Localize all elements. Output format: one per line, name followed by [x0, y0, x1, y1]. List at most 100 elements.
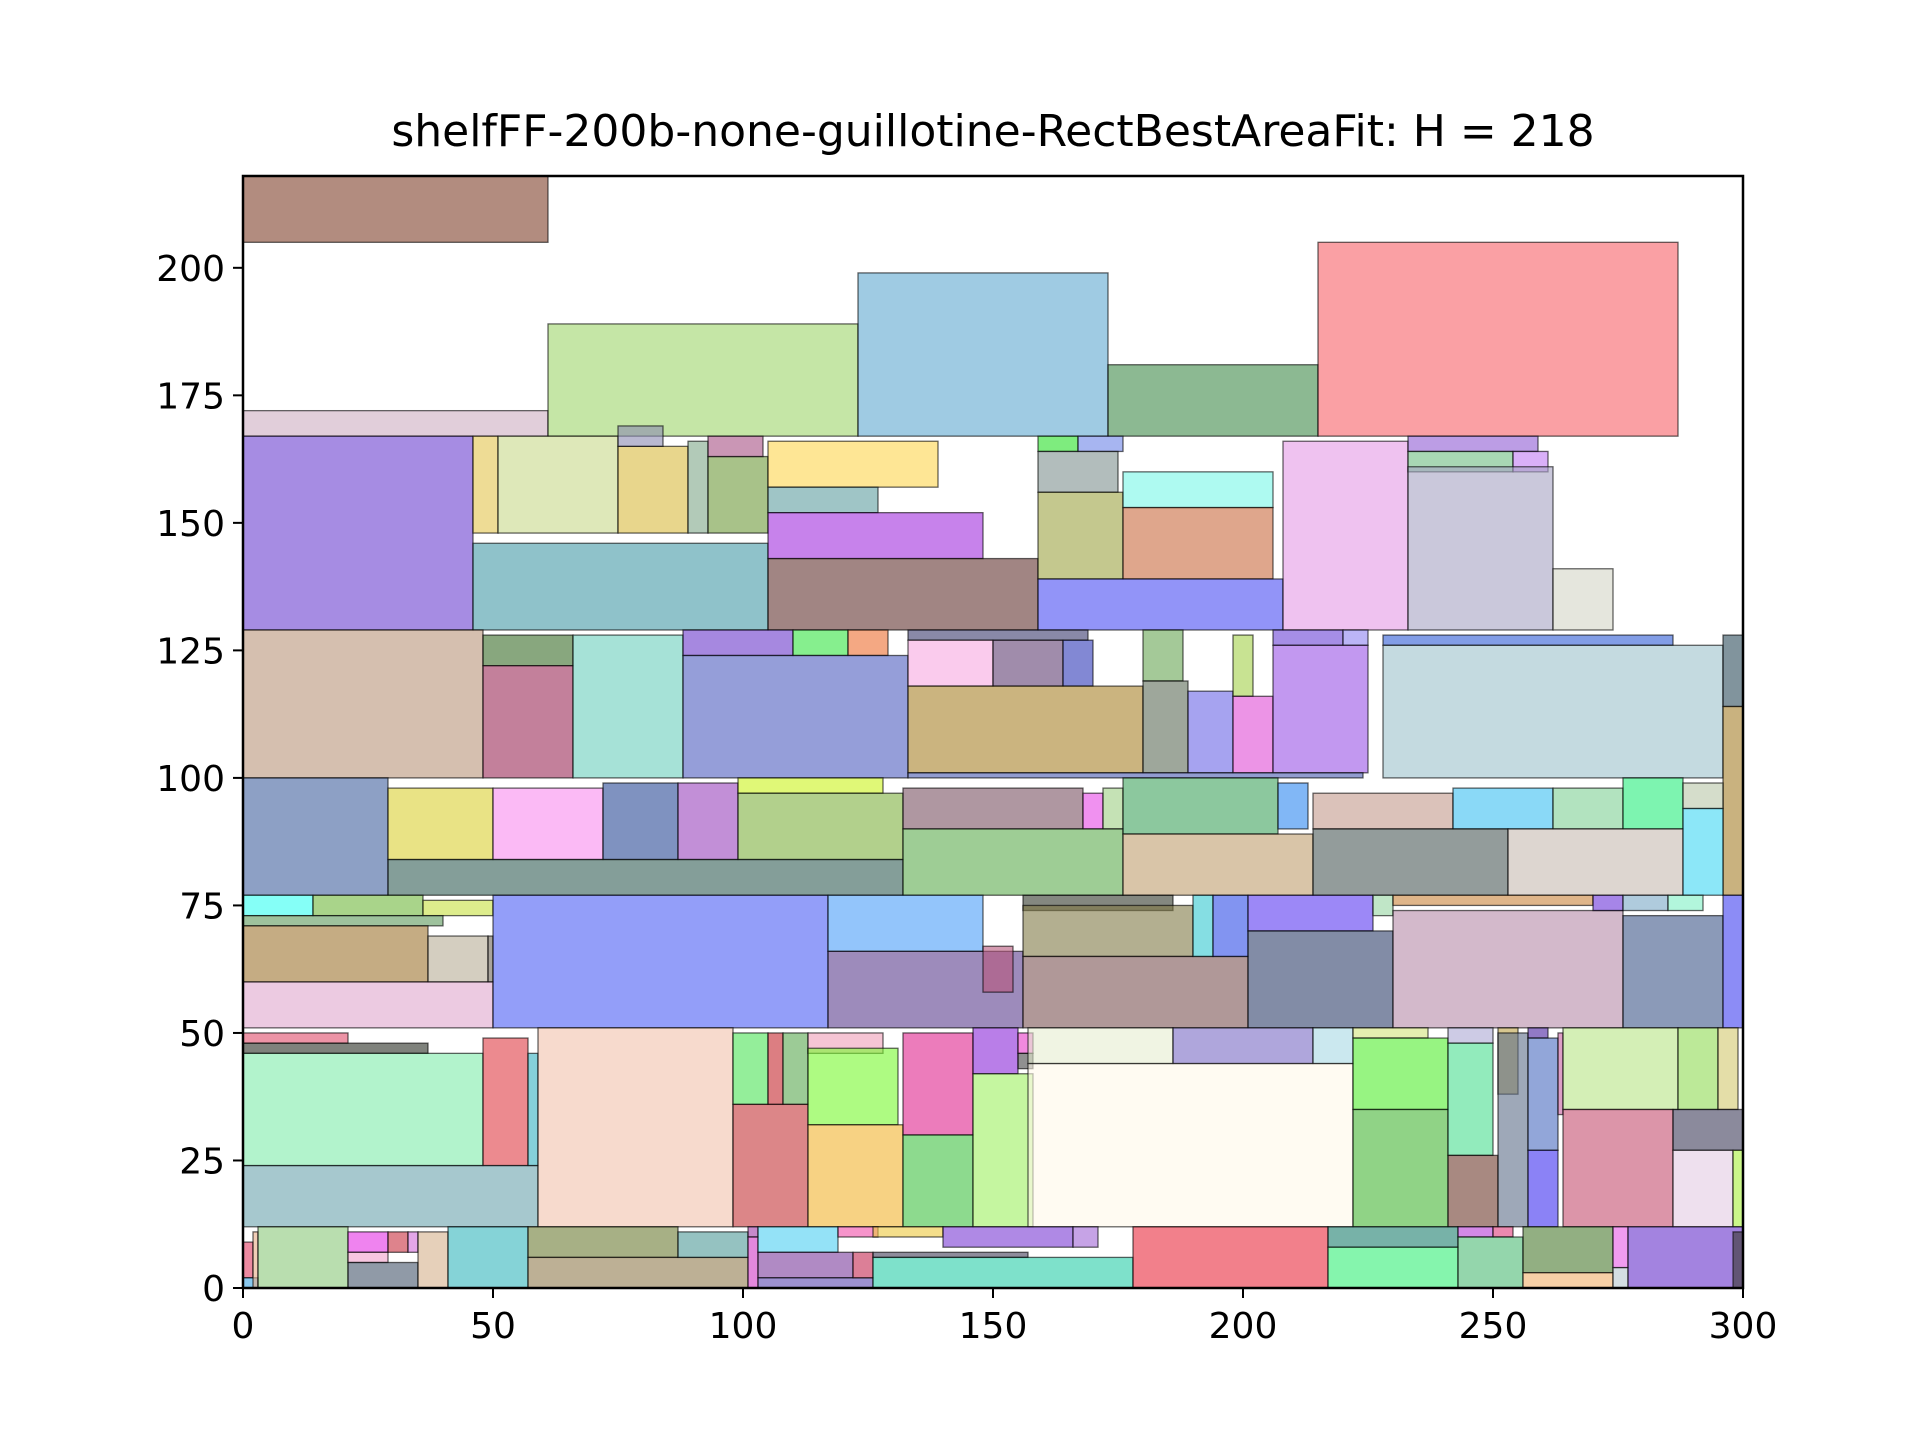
- packed-rect-101: [1372, 894, 1394, 917]
- packed-rect-31: [1407, 466, 1554, 631]
- packed-rect-90: [492, 894, 829, 1029]
- packed-rect-2: [242, 409, 549, 437]
- packed-rect-75: [1452, 787, 1554, 830]
- packed-rect-79: [1312, 828, 1509, 896]
- packed-rect-182: [1492, 1226, 1514, 1238]
- x-tick-label-50: 50: [470, 1306, 516, 1347]
- packed-rect-177: [1072, 1226, 1099, 1248]
- packed-rect-96: [1022, 955, 1249, 1029]
- y-tick-label-100: 100: [156, 759, 225, 800]
- plot-area: [242, 175, 1744, 1289]
- packed-rect-178: [1132, 1226, 1329, 1289]
- packed-rect-143: [1527, 1149, 1559, 1228]
- packed-rect-19: [767, 557, 1039, 631]
- y-tick-label-200: 200: [156, 249, 225, 290]
- packed-rect-50: [1232, 695, 1274, 774]
- packed-rect-145: [1562, 1027, 1679, 1111]
- packed-rect-186: [1612, 1226, 1629, 1269]
- packed-rect-115: [537, 1027, 734, 1228]
- packed-rect-84: [422, 899, 494, 917]
- packed-rect-49: [1232, 634, 1254, 697]
- y-axis: 0 25 50 75 100 125 150 175 200: [156, 249, 243, 1310]
- packed-rect-43: [992, 639, 1064, 687]
- packed-rect-128: [972, 1073, 1034, 1228]
- packed-rect-65: [737, 792, 904, 861]
- packed-rect-98: [1212, 894, 1249, 958]
- packed-rect-8: [472, 435, 499, 534]
- packed-rect-171: [837, 1226, 879, 1238]
- packed-rect-144: [1557, 1032, 1564, 1116]
- packed-rect-132: [1027, 1062, 1354, 1228]
- packed-rect-100: [1247, 930, 1394, 1029]
- packed-rect-11: [617, 425, 664, 447]
- packed-rect-180: [1327, 1246, 1459, 1289]
- packed-rect-23: [1037, 491, 1124, 580]
- packed-rect-125: [972, 1027, 1019, 1075]
- packed-rect-181: [1457, 1226, 1494, 1238]
- y-tick-label-50: 50: [179, 1014, 225, 1055]
- packed-rect-189: [1732, 1231, 1744, 1289]
- packed-rect-47: [1142, 680, 1189, 774]
- packed-rect-76: [1552, 787, 1624, 830]
- packed-rect-87: [427, 935, 489, 983]
- packed-rect-148: [1562, 1108, 1674, 1228]
- packed-rect-63: [677, 782, 739, 861]
- packed-rect-141: [1527, 1027, 1549, 1039]
- packed-rect-21: [1077, 435, 1124, 453]
- packed-rect-140: [1497, 1032, 1529, 1228]
- packed-rect-129: [1027, 1027, 1174, 1065]
- packed-rect-81: [1682, 807, 1724, 896]
- packed-rect-38: [792, 629, 849, 657]
- packed-rect-104: [1592, 894, 1624, 912]
- packed-rect-136: [1447, 1027, 1494, 1044]
- packed-rect-107: [1622, 914, 1724, 1029]
- packed-rect-68: [1082, 792, 1104, 830]
- packed-rect-112: [482, 1037, 529, 1167]
- y-tick-label-75: 75: [179, 886, 225, 927]
- packed-rect-158: [387, 1231, 409, 1253]
- packed-rect-131: [1312, 1027, 1354, 1065]
- chart-title: shelfFF-200b-none-guillotine-RectBestAre…: [391, 106, 1594, 157]
- packed-rect-113: [527, 1052, 539, 1167]
- packed-rect-165: [677, 1231, 749, 1259]
- packed-rect-162: [447, 1226, 529, 1289]
- packed-rect-146: [1677, 1027, 1719, 1111]
- packed-rect-168: [757, 1226, 839, 1253]
- packed-rect-7: [242, 435, 474, 631]
- packed-rect-108: [1722, 894, 1744, 1029]
- packed-rect-157: [347, 1251, 389, 1264]
- packed-rect-3: [547, 323, 859, 437]
- packed-rect-22: [1037, 450, 1119, 493]
- packed-rect-18: [767, 512, 984, 560]
- packed-rect-110: [242, 1042, 429, 1055]
- packed-rect-119: [732, 1103, 809, 1228]
- packed-rect-34: [482, 634, 574, 667]
- packed-rect-124: [902, 1134, 974, 1228]
- x-tick-label-150: 150: [959, 1306, 1028, 1347]
- packed-rect-67: [902, 787, 1084, 830]
- axes-frame: [241, 174, 1745, 1290]
- packed-rect-93: [982, 945, 1014, 993]
- packed-rect-13: [707, 455, 769, 534]
- packed-rect-152: [242, 1241, 254, 1279]
- x-tick-label-250: 250: [1459, 1306, 1528, 1347]
- packed-rect-159: [407, 1231, 419, 1253]
- packed-rect-122: [807, 1124, 904, 1228]
- packed-rect-89: [242, 981, 494, 1029]
- packed-rect-99: [1247, 894, 1374, 932]
- packed-rect-151: [1732, 1149, 1744, 1228]
- packed-rect-109: [242, 1032, 349, 1044]
- packed-rect-91: [827, 894, 984, 952]
- packed-rect-156: [347, 1231, 389, 1253]
- packed-rect-123: [902, 1032, 974, 1136]
- packed-rect-26: [1037, 578, 1284, 631]
- packed-rect-80: [1507, 828, 1684, 896]
- packed-rect-78: [1682, 782, 1724, 810]
- packed-rect-187: [1612, 1266, 1629, 1289]
- packed-rect-97: [1192, 894, 1214, 958]
- packed-rect-40: [682, 654, 909, 779]
- packed-rect-52: [1342, 629, 1369, 646]
- packed-rect-28: [1407, 435, 1539, 453]
- y-tick-label-25: 25: [179, 1141, 225, 1182]
